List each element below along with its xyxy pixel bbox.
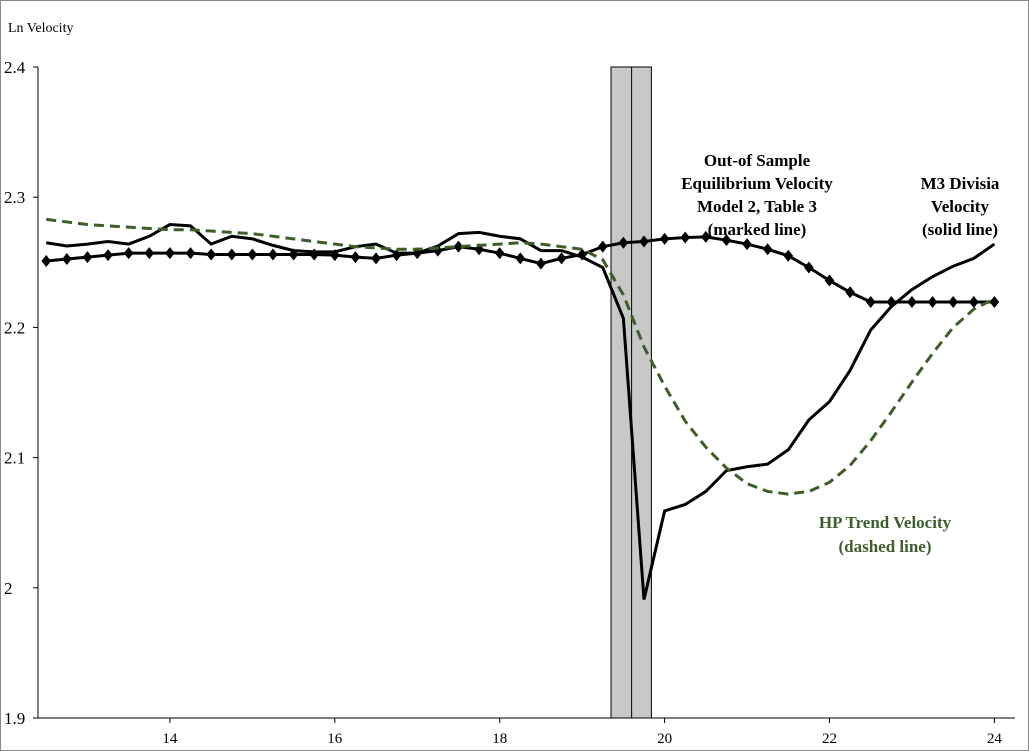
marker bbox=[247, 248, 258, 261]
marker bbox=[886, 296, 897, 309]
marker bbox=[268, 248, 278, 261]
marker bbox=[556, 252, 567, 265]
marker bbox=[948, 296, 958, 309]
marker bbox=[62, 253, 72, 266]
y-axis-label: Ln Velocity bbox=[8, 21, 73, 36]
y-tick-label: 2.2 bbox=[4, 318, 25, 337]
annotation: (dashed line) bbox=[838, 537, 931, 556]
annotation: (solid line) bbox=[922, 220, 998, 239]
marker bbox=[618, 236, 629, 249]
marker bbox=[865, 296, 876, 309]
marker bbox=[288, 248, 299, 261]
x-tick-label: 14 bbox=[162, 731, 178, 747]
marker bbox=[206, 248, 216, 261]
marker bbox=[907, 296, 917, 309]
annotation: M3 Divisia bbox=[921, 174, 1000, 193]
x-tick-label: 16 bbox=[327, 731, 343, 747]
marker bbox=[494, 247, 505, 260]
y-tick-label: 2.1 bbox=[4, 449, 25, 468]
marker bbox=[330, 249, 340, 262]
marker bbox=[762, 243, 773, 256]
annotation: Velocity bbox=[931, 197, 989, 216]
y-tick-label: 2 bbox=[4, 579, 13, 598]
marker bbox=[804, 261, 814, 274]
x-tick-label: 22 bbox=[822, 731, 837, 747]
marker bbox=[371, 252, 381, 265]
marker bbox=[721, 234, 732, 247]
marker bbox=[391, 249, 402, 262]
y-tick-label: 2.3 bbox=[4, 188, 25, 207]
marker bbox=[350, 251, 361, 264]
y-tick-label: 1.9 bbox=[4, 709, 25, 728]
marker bbox=[597, 240, 608, 253]
marker bbox=[968, 296, 979, 309]
marker bbox=[433, 244, 443, 257]
marker bbox=[824, 274, 835, 287]
marker bbox=[123, 247, 134, 260]
marker bbox=[680, 231, 691, 244]
annotation: Equilibrium Velocity bbox=[681, 174, 833, 193]
marker bbox=[41, 254, 52, 267]
x-tick-label: 20 bbox=[657, 731, 672, 747]
marker bbox=[453, 240, 464, 253]
marker bbox=[845, 286, 855, 299]
annotation: Out-of Sample bbox=[704, 151, 811, 170]
marker bbox=[701, 230, 711, 243]
marker bbox=[185, 247, 196, 260]
marker bbox=[577, 248, 587, 261]
marker bbox=[103, 249, 113, 262]
marker bbox=[927, 296, 938, 309]
x-tick-label: 18 bbox=[492, 731, 507, 747]
marker bbox=[309, 248, 319, 261]
y-tick-label: 2.4 bbox=[4, 58, 26, 77]
series-line bbox=[46, 223, 996, 600]
annotation: (marked line) bbox=[708, 220, 807, 239]
marker bbox=[144, 247, 155, 260]
marker bbox=[165, 247, 175, 260]
marker bbox=[639, 235, 649, 248]
marker bbox=[515, 252, 526, 265]
marker bbox=[659, 232, 670, 245]
annotation: HP Trend Velocity bbox=[819, 513, 952, 532]
marker bbox=[783, 249, 794, 262]
annotation: Model 2, Table 3 bbox=[697, 197, 817, 216]
marker bbox=[82, 251, 93, 264]
marker bbox=[536, 257, 546, 270]
marker bbox=[989, 296, 1000, 309]
x-tick-label: 24 bbox=[987, 731, 1003, 747]
marker bbox=[742, 238, 752, 251]
marker bbox=[226, 248, 237, 261]
annotations: Out-of Sample Equilibrium Velocity Model… bbox=[681, 151, 1000, 556]
